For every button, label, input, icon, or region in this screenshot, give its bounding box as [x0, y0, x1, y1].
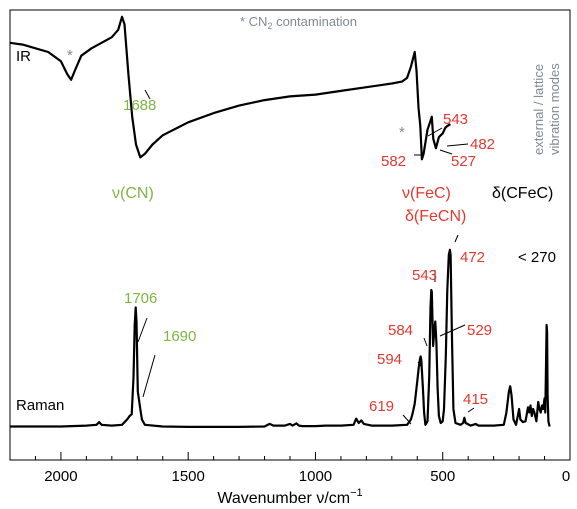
side-note: external / lattice vibration modes: [531, 63, 562, 155]
leader-527: [439, 149, 453, 155]
leader-482: [446, 143, 469, 147]
label-lt270: < 270: [518, 249, 556, 266]
asterisk-ir-1: *: [67, 47, 73, 64]
asterisk-ir-2: *: [399, 124, 405, 141]
x-tick-label: 1500: [171, 468, 204, 485]
leader-1690: [142, 354, 156, 398]
label-nu-fec: ν(FeC): [402, 185, 451, 202]
x-tick-label: 0: [562, 468, 570, 485]
series-label-ir: IR: [16, 48, 31, 65]
x-axis-label: Wavenumber ν/cm−1: [217, 487, 362, 507]
label-raman-529: 529: [467, 322, 492, 339]
annotations: 1688 543 482 582 527 ν(CN) ν(FeC) δ(FeCN…: [112, 97, 556, 415]
leader-543: [427, 127, 443, 137]
label-raman-584: 584: [388, 322, 413, 339]
ir-series-line: [9, 15, 451, 161]
label-1690: 1690: [163, 328, 196, 345]
label-raman-415: 415: [463, 391, 488, 408]
label-1688: 1688: [123, 97, 156, 114]
label-delta-fecn: δ(FeCN): [405, 208, 466, 225]
leader-415: [467, 407, 475, 413]
series-label-raman: Raman: [16, 397, 64, 414]
label-raman-594: 594: [377, 351, 402, 368]
leader-619: [402, 414, 412, 425]
x-axis: 2000 1500 1000 500 0: [34, 452, 571, 485]
label-ir-527: 527: [451, 153, 476, 170]
label-delta-cfec: δ(CFeC): [492, 185, 553, 202]
leader-529: [439, 324, 466, 337]
side-note-line-1: external / lattice: [531, 64, 546, 155]
x-tick-label: 1000: [299, 468, 332, 485]
label-raman-543: 543: [412, 267, 437, 284]
label-raman-472: 472: [460, 249, 485, 266]
x-tick-label: 500: [430, 468, 455, 485]
label-1706: 1706: [124, 290, 157, 307]
leader-472: [454, 234, 459, 243]
leader-1706: [137, 317, 148, 343]
label-ir-482: 482: [470, 136, 495, 153]
leader-584: [423, 337, 428, 347]
raman-series-line: [10, 248, 551, 428]
label-ir-543: 543: [443, 111, 468, 128]
side-note-line-2: vibration modes: [547, 63, 562, 155]
leader-1688: [144, 89, 151, 100]
label-raman-619: 619: [369, 398, 394, 415]
leader-lines: [137, 89, 475, 425]
label-nu-cn: ν(CN): [112, 185, 154, 202]
label-ir-582: 582: [381, 153, 406, 170]
leader-594: [417, 361, 423, 369]
x-tick-label: 2000: [44, 468, 77, 485]
contamination-note: * CN2 contamination: [240, 14, 357, 31]
